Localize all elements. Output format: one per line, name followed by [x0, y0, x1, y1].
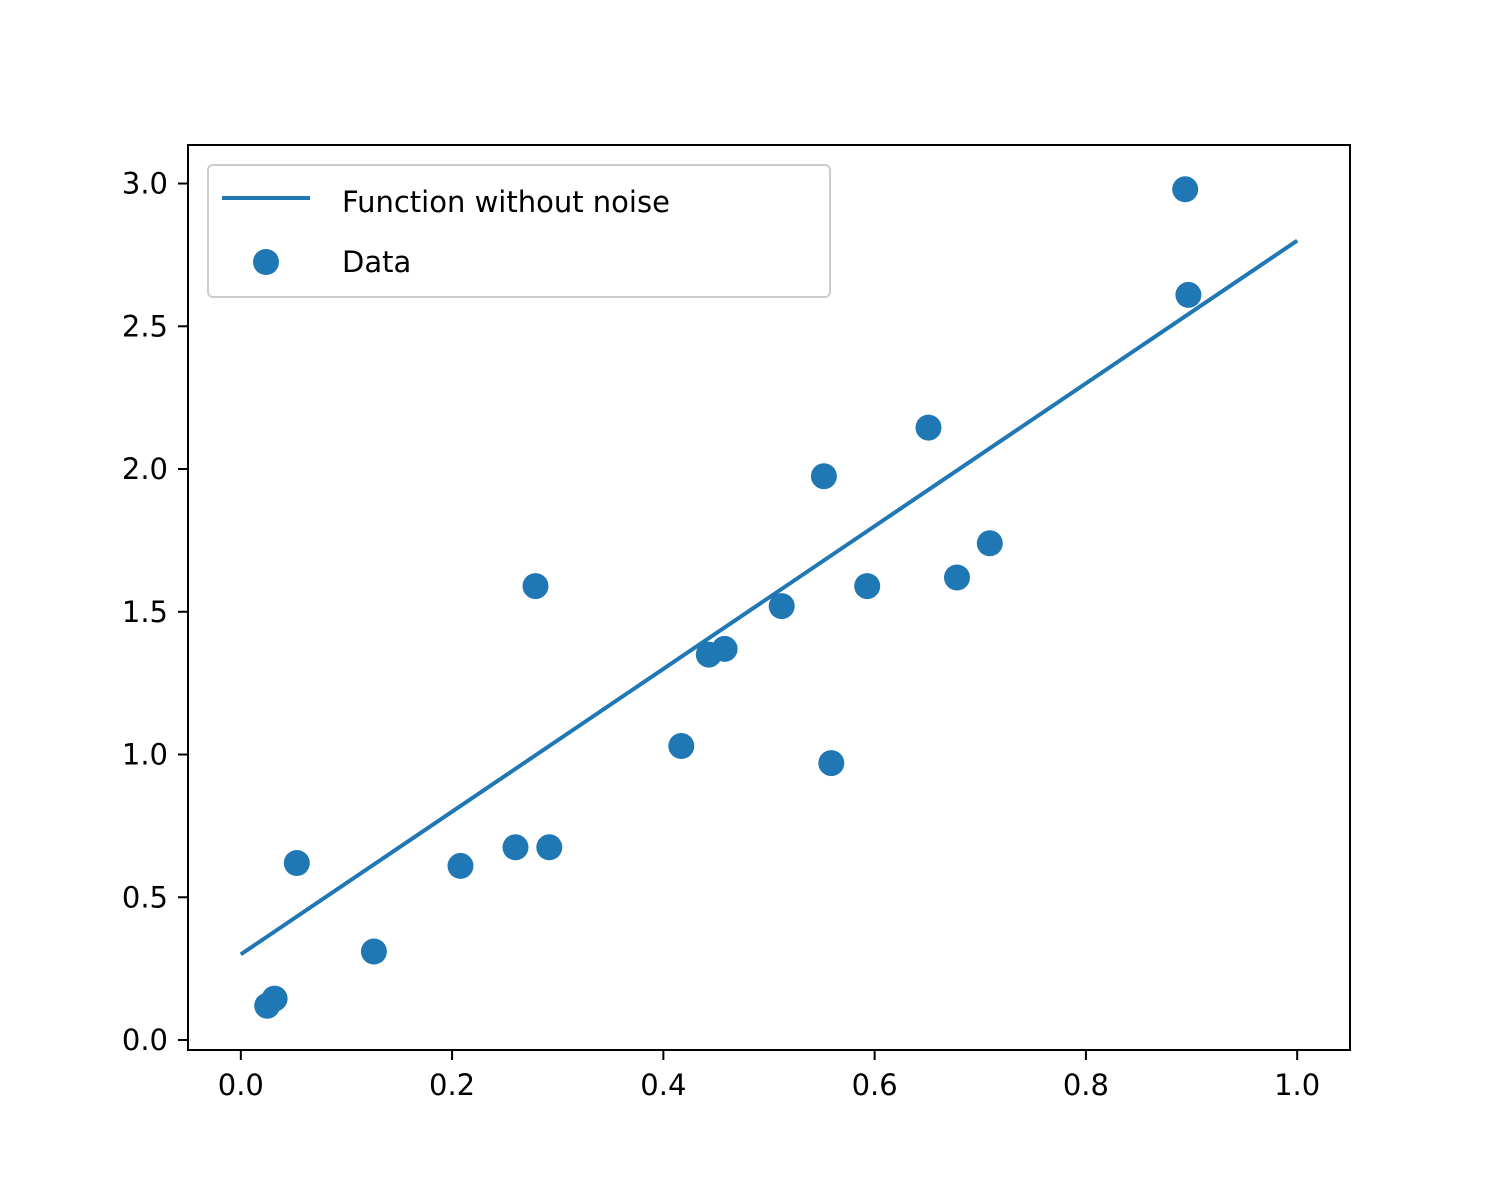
- data-point: [944, 564, 970, 591]
- line-function-without-noise: [239, 238, 1299, 957]
- legend-label-data: Data: [342, 245, 411, 279]
- axis-ticks: 0.0 0.2 0.4 0.6 0.8 1.0 0.0 0.5 1.0 1.5 2.0 2.5 3.0: [122, 167, 1320, 1102]
- data-point: [1175, 281, 1202, 308]
- y-tick-label: 1.5: [122, 595, 168, 629]
- data-point: [502, 834, 529, 861]
- y-tick-label: 2.5: [122, 309, 168, 343]
- y-tick-label: 2.0: [122, 452, 168, 486]
- plot-area: [239, 176, 1299, 1019]
- x-tick-label: 0.2: [429, 1068, 475, 1102]
- y-tick-label: 1.0: [122, 738, 168, 772]
- x-tick-label: 0.4: [640, 1068, 686, 1102]
- x-tick-label: 0.0: [218, 1068, 264, 1102]
- data-point: [261, 985, 288, 1012]
- data-point: [536, 834, 563, 861]
- data-point: [283, 850, 310, 876]
- data-point: [522, 573, 549, 600]
- data-point: [768, 593, 795, 620]
- axes-frame: [187, 144, 1351, 1051]
- data-point: [818, 750, 845, 777]
- y-tick-label: 0.5: [122, 880, 168, 914]
- data-point: [915, 414, 942, 441]
- data-point: [810, 463, 837, 490]
- data-point: [1172, 176, 1199, 203]
- x-tick-label: 1.0: [1274, 1068, 1320, 1102]
- data-point: [976, 530, 1003, 557]
- data-point: [447, 852, 474, 879]
- data-point: [854, 573, 881, 600]
- data-point: [360, 938, 387, 965]
- x-tick-label: 0.8: [1063, 1068, 1109, 1102]
- y-tick-label: 3.0: [122, 167, 168, 201]
- legend-label-line: Function without noise: [342, 185, 670, 219]
- data-point: [711, 635, 738, 662]
- y-tick-label: 0.0: [122, 1023, 168, 1057]
- data-point: [668, 733, 695, 759]
- x-tick-label: 0.6: [852, 1068, 898, 1102]
- legend-box: [207, 164, 831, 298]
- legend-marker-swatch: [253, 249, 279, 275]
- legend: Function without noise Data: [207, 164, 831, 298]
